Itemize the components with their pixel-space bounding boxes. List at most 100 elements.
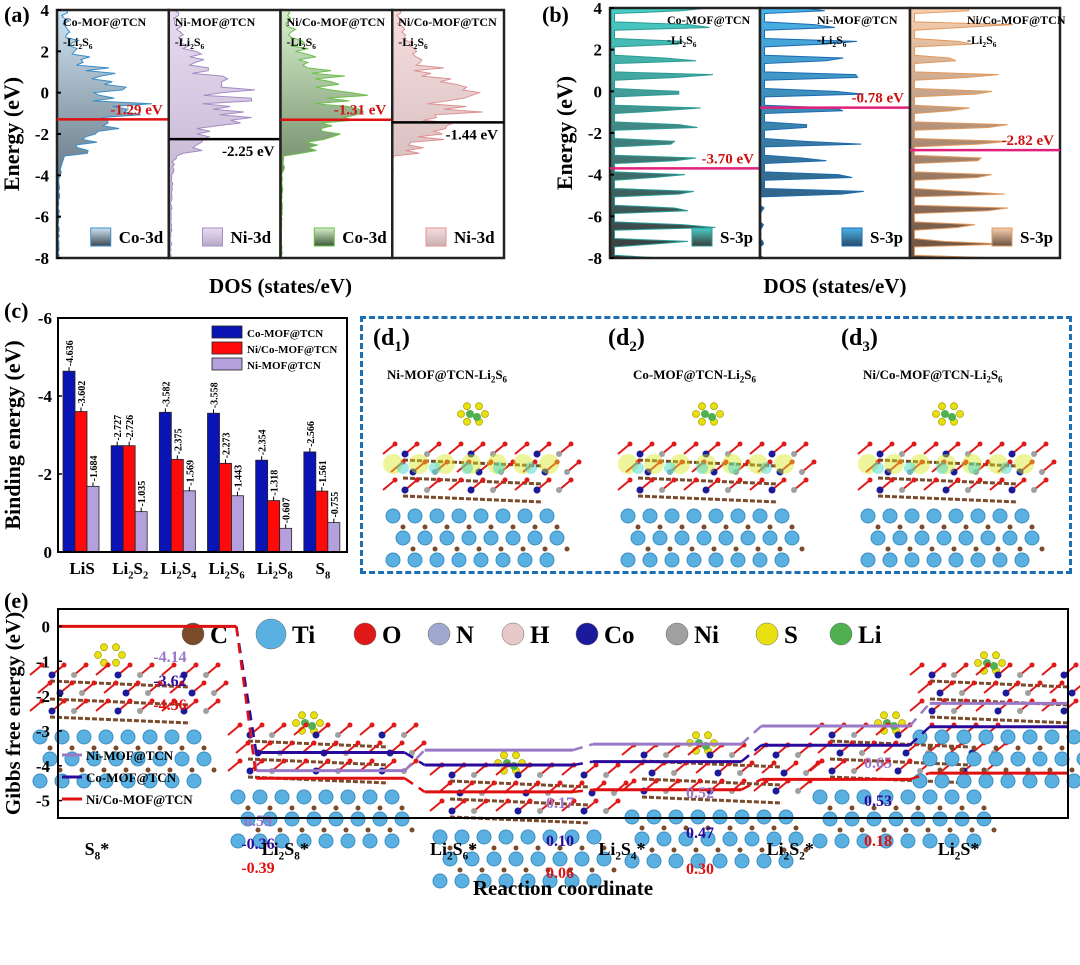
d3-title: Ni/Co-MOF@TCN-Li2S6 [863,367,1003,385]
o-atom [369,758,375,764]
bar [303,451,317,553]
y-tick-label: -8 [588,249,602,268]
d-band-center-label: -2.25 eV [222,144,275,160]
ti-atom [362,833,378,849]
o-bond [29,664,43,676]
c-atom [789,524,795,530]
c-atom [399,805,405,811]
o-bond [456,461,470,473]
ti-atom [774,508,790,524]
ti-atom [958,530,974,546]
y-tick-label: -2 [588,124,602,143]
y-tick-label: -6 [588,207,602,226]
step-energy-label: -0.36 [241,836,274,853]
ti-atom [914,530,930,546]
metal-atom [776,468,784,476]
o-atom [413,722,419,728]
o-atom [657,459,663,465]
o-bond [749,479,763,491]
li-atom [941,410,949,418]
atom-legend-swatch [427,622,451,646]
c-atom [973,546,979,552]
o-atom [723,459,729,465]
o-bond [621,744,635,756]
o-atom [568,441,574,447]
ni-atom [603,772,609,778]
o-atom [546,477,552,483]
legend-swatch [425,227,447,247]
c-atom [951,546,957,552]
charge-density-blob [760,462,772,474]
c-atom [793,825,799,831]
ti-atom [1022,773,1038,789]
ti-atom [495,508,511,524]
o-atom [193,662,199,668]
o-atom [671,441,677,447]
ti-atom [539,552,555,568]
metal-atom [401,486,409,494]
ti-atom [274,833,290,849]
s-atom [698,402,706,411]
o-atom [223,680,229,686]
s-atom [938,417,946,426]
s-atom [316,719,324,727]
ni-atom [795,752,801,758]
s-atom [710,402,718,411]
o-atom [502,477,508,483]
c-atom [693,847,699,853]
bar [110,445,124,553]
c-atom [432,546,438,552]
o-atom [955,441,961,447]
atom-legend-label: N [456,622,474,649]
transition-line [908,725,931,747]
c-atom [705,825,711,831]
o-bond [749,443,763,455]
ti-atom [656,831,672,847]
y-tick-label: -2 [38,465,52,484]
ti-atom [186,773,202,789]
ti-atom [730,508,746,524]
c-atom [667,546,673,552]
ti-atom [495,552,511,568]
ti-atom [530,851,546,867]
c-atom [929,546,935,552]
carbon-chain [49,697,191,707]
ti-atom [454,829,470,845]
ti-atom [620,552,636,568]
legend-swatch [313,227,335,247]
c-atom [466,524,472,530]
legend-label: Ni-3d [454,228,495,247]
atom-legend-label: H [530,622,550,649]
panel-d1-label: (d1) [373,325,410,355]
o-bond [809,760,823,772]
dos-curve [909,7,1013,259]
carbon-chain [877,494,1019,504]
dos-curve [168,9,256,259]
o-atom [615,798,621,804]
carbon-chain [877,476,1019,486]
ni-atom [907,469,913,475]
atomic-structure [227,722,427,849]
o-bond [382,443,396,455]
o-bond [561,764,575,776]
o-atom [281,758,287,764]
metal-atom [942,486,950,494]
ti-atom [549,530,565,546]
ti-atom [752,508,768,524]
c-atom [201,745,207,751]
metal-atom [312,731,320,739]
c-atom [542,546,548,552]
ti-atom [385,552,401,568]
y-tick-label: -4 [36,757,51,776]
ti-atom [882,552,898,568]
y-tick-label: 4 [594,0,603,18]
o-atom [889,441,895,447]
s-atom [118,651,126,659]
o-atom [985,459,991,465]
ti-atom [86,751,102,767]
li-atom [990,662,998,670]
metal-atom [409,468,417,476]
carbon-chain [402,476,544,486]
metal-atom [710,468,718,476]
ti-atom [432,873,448,889]
